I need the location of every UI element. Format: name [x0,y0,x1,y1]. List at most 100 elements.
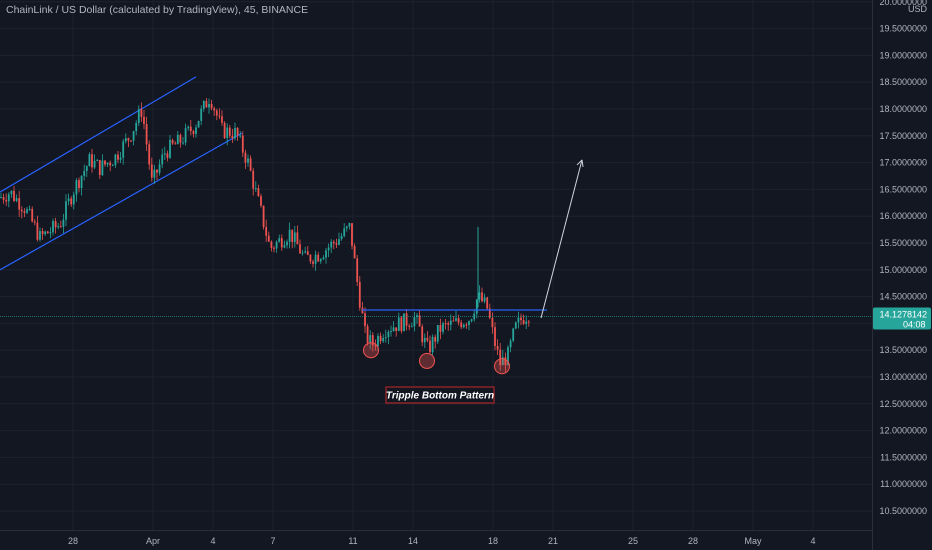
time-axis[interactable]: 28 Apr 4 7 11 14 18 21 25 28 May 4 [0,530,872,547]
price-axis[interactable]: 20.0000000 19.5000000 19.0000000 18.5000000… [872,0,932,550]
candle-body [75,180,78,195]
candle-body [239,135,242,137]
currency-label: USD [908,4,928,14]
candle-body [158,164,161,173]
candle-body [509,340,512,348]
candle-body [387,331,390,337]
candle-body [514,322,517,329]
candle-body [254,188,257,190]
price-axis-label: 18.5000000 [879,77,927,87]
candle-body [306,251,309,255]
candle-body [460,322,463,328]
candle-body [98,160,101,175]
candle-body [379,335,382,342]
candle-body [44,231,47,235]
candle-body [114,154,117,166]
bottom-marker[interactable] [419,352,435,369]
bottom-marker[interactable] [494,358,510,375]
candle-body [332,241,335,244]
time-axis-label: 4 [810,536,815,546]
candle-body [296,232,299,245]
candle-body [210,103,213,109]
candle-body [397,317,400,332]
candle-body [345,226,348,229]
candles [0,97,530,373]
price-axis-background [872,0,932,550]
candle-body [439,324,442,332]
candle-body [249,158,252,171]
channel-upper-line[interactable] [0,76,197,193]
candle-body [270,241,273,248]
candle-body [522,320,525,324]
candle-body [436,324,439,342]
time-axis-label: 21 [548,536,558,546]
candle-body [176,134,179,145]
channel-lines[interactable] [0,76,243,271]
candle-body [434,336,437,342]
current-price-tag[interactable] [873,307,931,330]
candle-body [36,222,39,240]
candle-body [499,349,502,366]
current-price-value: 14.1278142 [879,310,927,320]
time-axis-label: 4 [210,536,215,546]
candle-body [252,170,255,189]
bottom-marker[interactable] [363,342,379,359]
candle-body [57,226,60,228]
candle-body [234,127,236,139]
candle-body [197,120,200,128]
candle-body [135,122,138,132]
time-axis-label: 28 [68,536,78,546]
candle-body [67,198,70,202]
candle-body [392,327,395,332]
candle-body [187,126,190,129]
candle-body [257,188,260,197]
annotations[interactable]: Tripple Bottom Pattern [0,159,872,404]
candle-body [148,144,151,165]
candle-body [462,324,465,328]
candle-body [10,190,13,195]
candle-body [226,127,229,139]
candle-body [288,229,291,242]
candle-body [442,323,444,332]
channel-lower-line[interactable] [0,132,243,271]
candle-body [88,154,91,167]
candle-body [70,198,73,205]
candle-body [330,241,333,248]
candle-body [33,221,36,223]
candle-body [366,326,369,343]
price-axis-label: 19.0000000 [879,50,927,60]
candle-body [429,340,431,353]
candle-body [189,126,192,132]
candle-body [78,180,80,189]
candle-body [195,127,197,134]
candle-body [527,321,530,323]
candle-body [265,227,268,236]
candle-body [83,171,86,176]
time-axis-label: 11 [348,536,357,546]
candle-body [161,154,164,165]
candle-body [244,152,247,163]
candle-body [80,175,83,189]
candle-body [517,317,520,323]
candle-body [335,243,338,245]
price-axis-label: 13.0000000 [879,372,927,382]
candle-body [452,320,455,322]
candle-body [501,357,504,366]
candle-body [338,239,340,245]
price-axis-label: 17.0000000 [879,158,927,168]
candle-body [41,231,44,235]
candle-body [169,139,171,158]
time-axis-label: 25 [628,536,638,546]
candle-body [241,135,244,153]
candle-body [49,232,52,234]
projection-arrow[interactable] [540,159,583,319]
candle-body [137,109,140,123]
candle-body [54,221,57,228]
candle-body [507,347,509,366]
candle-body [236,127,239,136]
pattern-label-box[interactable] [385,386,495,404]
candle-body [72,194,75,205]
candle-body [299,244,301,254]
